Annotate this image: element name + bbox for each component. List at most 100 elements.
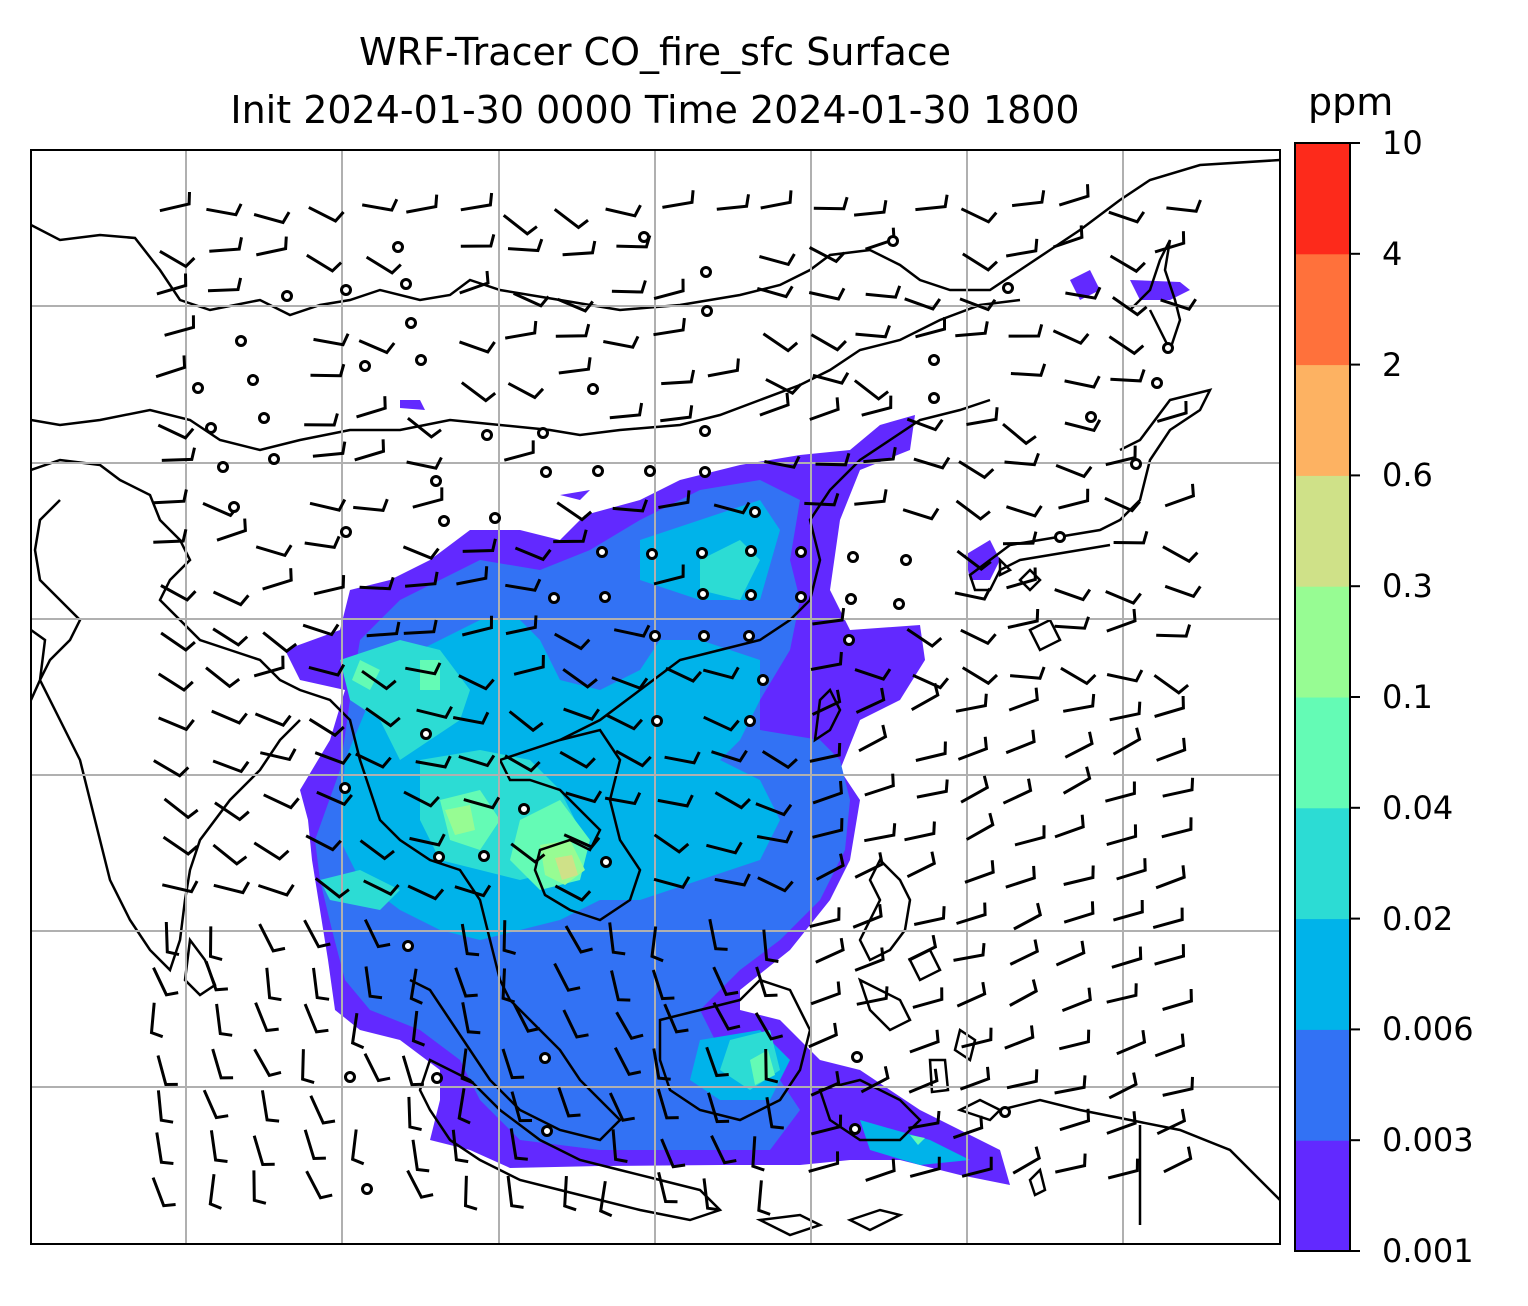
calm-wind-marker <box>1130 458 1142 470</box>
wind-barb <box>405 662 442 676</box>
wind-barb <box>1162 988 1193 1011</box>
wind-barb <box>304 413 339 427</box>
wind-barb <box>710 1135 737 1165</box>
wind-barb <box>1009 939 1039 966</box>
wind-barb <box>764 455 801 469</box>
wind-barb <box>262 568 293 591</box>
wind-barb <box>262 631 298 654</box>
wind-barb <box>1162 545 1199 564</box>
wind-barb <box>212 759 250 774</box>
wind-barb <box>1054 814 1085 839</box>
wind-barb <box>361 198 399 212</box>
wind-barb <box>656 1088 679 1120</box>
wind-barb <box>855 324 891 339</box>
wind-barb <box>856 986 889 1006</box>
wind-barb <box>760 190 793 210</box>
wind-barb <box>863 446 897 464</box>
wind-barb <box>461 1002 481 1035</box>
wind-barb <box>459 340 496 354</box>
wind-barb <box>906 851 937 879</box>
wind-barb <box>714 873 751 887</box>
wind-barb <box>361 669 397 691</box>
wind-barb <box>1054 1075 1087 1095</box>
wind-barb <box>810 1114 843 1136</box>
wind-barb <box>366 621 401 638</box>
wind-barb <box>865 1158 896 1182</box>
wind-barb <box>1105 781 1136 803</box>
wind-barb <box>214 801 250 822</box>
calm-wind-marker <box>235 335 247 347</box>
wind-barb <box>460 923 480 957</box>
colorbar-segment <box>1295 586 1350 698</box>
wind-barb <box>960 628 997 646</box>
wind-barb <box>652 1048 671 1081</box>
calm-wind-marker <box>757 674 769 686</box>
calm-wind-marker <box>599 591 611 603</box>
wind-barb <box>1053 225 1084 249</box>
wind-barb <box>1012 1146 1041 1175</box>
wind-barb <box>401 1055 424 1087</box>
wind-barb <box>1160 298 1197 311</box>
wind-barb <box>702 1178 720 1212</box>
wind-barb <box>1106 608 1137 633</box>
wind-barb <box>513 1003 541 1033</box>
wind-barb <box>314 751 352 766</box>
wind-barb <box>957 736 989 761</box>
wind-barb <box>960 775 990 804</box>
wind-barb <box>505 615 538 636</box>
calm-wind-marker <box>646 548 658 560</box>
wind-barb <box>610 970 631 1002</box>
calm-wind-marker <box>430 475 442 487</box>
wind-barb <box>660 1138 686 1169</box>
wind-barb <box>756 830 794 844</box>
wind-barb <box>501 968 516 1004</box>
wind-barb <box>756 285 794 299</box>
wind-barb <box>316 790 353 807</box>
wind-barb <box>558 357 592 375</box>
wind-barb <box>960 207 998 224</box>
wind-barb <box>615 749 652 768</box>
wind-barb <box>1155 865 1186 890</box>
wind-barb <box>1054 1153 1087 1174</box>
wind-barb <box>509 1128 528 1161</box>
wind-barb <box>212 843 248 866</box>
wind-barb <box>314 877 350 899</box>
wind-barb <box>403 619 438 635</box>
calm-wind-marker <box>928 354 940 366</box>
calm-wind-marker <box>438 515 450 527</box>
calm-wind-marker <box>699 466 711 478</box>
wind-barb <box>1058 1029 1091 1051</box>
wind-barb <box>956 902 987 925</box>
wind-barb <box>1116 858 1147 881</box>
wind-barb <box>1112 899 1144 922</box>
wind-barb <box>1153 674 1190 695</box>
wind-barb <box>415 755 452 769</box>
calm-wind-marker <box>205 422 217 434</box>
wind-barb <box>603 335 640 349</box>
wind-barb <box>303 1129 326 1161</box>
wind-barb <box>153 489 188 505</box>
wind-barb <box>812 607 846 626</box>
wind-barb <box>1154 231 1186 254</box>
wind-barb <box>809 397 840 421</box>
wind-barb <box>152 967 179 997</box>
wind-barb <box>356 396 387 419</box>
wind-barb <box>762 929 779 963</box>
colorbar-segment <box>1295 475 1350 587</box>
wind-barb <box>153 759 190 778</box>
wind-barb <box>365 707 401 728</box>
wind-barb <box>310 363 346 378</box>
wind-barb <box>1164 483 1195 508</box>
wind-barb <box>1010 363 1047 377</box>
calm-wind-marker <box>361 1183 373 1195</box>
wind-barb <box>664 751 701 765</box>
wind-barb <box>808 1151 840 1173</box>
wind-barb <box>962 252 999 272</box>
wind-barb <box>1006 567 1037 590</box>
wind-barb <box>502 214 538 236</box>
wind-barb <box>451 1129 469 1164</box>
wind-barb <box>711 749 748 763</box>
wind-barb <box>253 841 290 861</box>
wind-barb <box>510 1091 533 1123</box>
calm-wind-marker <box>541 1125 553 1137</box>
